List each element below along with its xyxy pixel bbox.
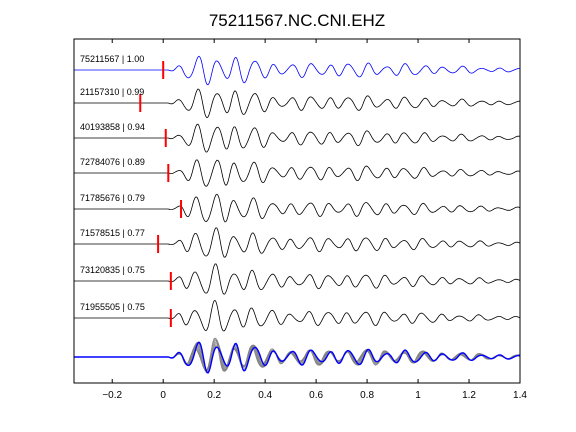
trace-label-0: 75211567 | 1.00	[80, 54, 144, 64]
x-tick-label-3: 0.4	[258, 390, 272, 401]
stack-overlay-7	[74, 337, 521, 372]
x-tick-label-6: 1	[415, 390, 421, 401]
x-tick-label-8: 1.4	[513, 390, 527, 401]
x-tick-label-4: 0.6	[309, 390, 323, 401]
x-tick-label-0: −0.2	[102, 390, 122, 401]
trace-line-6	[74, 263, 521, 295]
trace-label-5: 71578515 | 0.77	[80, 228, 145, 238]
chart-title: 75211567.NC.CNI.EHZ	[209, 11, 385, 30]
trace-line-5	[74, 227, 521, 258]
picks-layer	[139, 61, 183, 327]
trace-label-1: 21157310 | 0.99	[80, 87, 144, 97]
trace-label-4: 71785676 | 0.79	[80, 193, 145, 203]
traces-layer	[74, 55, 521, 332]
x-tick-label-5: 0.8	[360, 390, 374, 401]
trace-line-0	[74, 55, 520, 86]
stack-reference-trace	[74, 341, 521, 374]
x-axis: −0.2 0 0.2 0.4 0.6 0.8 1 1.2 1.4	[102, 39, 527, 401]
plot-frame	[73, 38, 521, 384]
labels-layer: 75211567 | 1.00 21157310 | 0.99 40193858 |…	[80, 54, 145, 312]
trace-line-3	[74, 159, 521, 187]
trace-label-3: 72784076 | 0.89	[80, 157, 145, 167]
x-tick-label-7: 1.2	[462, 390, 476, 401]
trace-label-7: 71955505 | 0.75	[80, 302, 145, 312]
x-tick-label-1: 0	[160, 390, 166, 401]
trace-line-4	[74, 193, 521, 223]
trace-line-7	[74, 299, 521, 332]
x-tick-label-2: 0.2	[207, 390, 221, 401]
stack-layer	[74, 337, 521, 374]
trace-line-1	[74, 88, 520, 119]
trace-line-2	[74, 123, 521, 153]
trace-label-6: 73120835 | 0.75	[80, 265, 145, 275]
trace-label-2: 40193858 | 0.94	[80, 122, 145, 132]
